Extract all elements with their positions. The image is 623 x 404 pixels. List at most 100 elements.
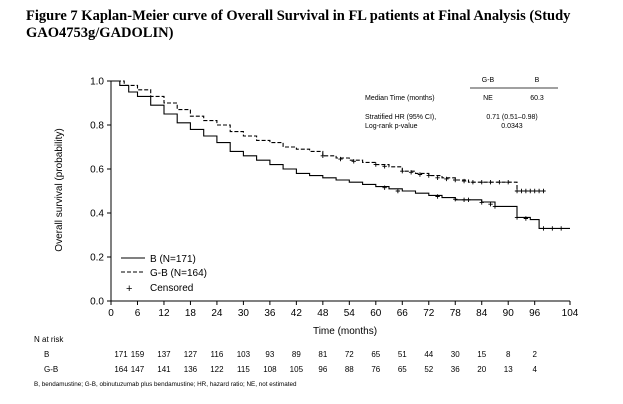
x-tick-label: 30	[238, 308, 250, 319]
y-tick-label: 0.0	[90, 297, 104, 308]
risk-count-gb: 76	[371, 365, 380, 374]
censor-mark-gb	[435, 175, 440, 180]
x-tick-label: 42	[291, 308, 303, 319]
risk-count-gb: 122	[210, 365, 224, 374]
censor-mark-b	[514, 215, 520, 220]
x-tick-label: 66	[397, 308, 409, 319]
x-tick-label: 48	[317, 308, 329, 319]
censor-mark-gb	[338, 156, 343, 162]
censor-mark-gb	[444, 176, 449, 182]
y-axis-label: Overall survival (probability)	[54, 128, 65, 251]
risk-count-b: 65	[371, 350, 380, 359]
stats-row-hr-value: 0.71 (0.51–0.98)	[486, 114, 537, 121]
risk-count-gb: 115	[237, 365, 250, 374]
series-line-b	[111, 80, 570, 229]
censor-mark-b	[541, 226, 546, 231]
legend-censor-symbol: +	[126, 283, 132, 295]
censor-mark-gb	[408, 170, 414, 175]
risk-count-gb: 108	[263, 365, 277, 374]
figure-title-line2: GAO4753g/GADOLIN)	[26, 25, 174, 41]
stats-col-header-gb: G-B	[482, 77, 495, 84]
stats-row-median-b: 60.3	[530, 95, 544, 102]
risk-count-gb: 96	[318, 365, 327, 374]
censor-mark-gb	[519, 188, 524, 194]
risk-count-b: 30	[451, 350, 460, 359]
legend-label-gb: G-B (N=164)	[150, 268, 207, 279]
risk-count-b: 103	[237, 350, 251, 359]
censor-mark-b	[461, 197, 467, 202]
risk-count-gb: 4	[532, 365, 537, 374]
censor-mark-b	[550, 226, 555, 231]
x-tick-label: 18	[185, 308, 197, 319]
stats-row-pvalue-value: 0.0343	[501, 123, 523, 130]
risk-count-gb: 36	[451, 365, 460, 374]
x-tick-label: 96	[529, 308, 541, 319]
risk-count-b: 137	[157, 350, 171, 359]
risk-row-label-gb: G-B	[44, 365, 58, 374]
risk-count-gb: 105	[290, 365, 304, 374]
risk-count-b: 8	[506, 350, 511, 359]
chart-censor-marks	[320, 153, 564, 231]
censor-mark-gb	[541, 188, 546, 194]
risk-count-gb: 147	[131, 365, 145, 374]
stats-table: G-B B Median Time (months) NE 60.3 Strat…	[365, 77, 558, 130]
censor-mark-b	[492, 204, 498, 209]
x-tick-label: 104	[562, 308, 579, 319]
x-tick-label: 60	[370, 308, 382, 319]
risk-count-b: 171	[114, 350, 128, 359]
x-axis-label: Time (months)	[313, 326, 377, 337]
risk-table: N at risk B G-B 171 159 137 127 116 103 93 89 81…	[34, 335, 537, 374]
censor-mark-gb	[488, 180, 493, 185]
risk-count-b: 2	[532, 350, 537, 359]
censor-mark-b	[488, 202, 493, 207]
stats-row-median-label: Median Time (months)	[365, 95, 435, 102]
x-tick-label: 12	[158, 308, 170, 319]
y-tick-label: 0.6	[90, 165, 104, 176]
censor-mark-gb	[453, 177, 458, 183]
footnote: B, bendamustine; G-B, obinutuzumab plus …	[34, 381, 297, 388]
censor-mark-gb	[470, 180, 476, 185]
censor-mark-gb	[528, 188, 533, 194]
censor-mark-gb	[514, 188, 520, 194]
risk-count-b: 15	[477, 350, 486, 359]
x-tick-label: 90	[503, 308, 515, 319]
risk-count-b: 44	[424, 350, 433, 359]
legend-label-censored: Censored	[150, 283, 193, 294]
censor-mark-gb	[417, 172, 423, 177]
censor-mark-gb	[351, 159, 356, 164]
x-tick-label: 78	[450, 308, 462, 319]
legend-label-b: B (N=171)	[150, 254, 196, 265]
x-tick-label: 0	[108, 308, 114, 319]
x-tick-label: 6	[135, 308, 141, 319]
censor-mark-gb	[479, 180, 484, 185]
censor-mark-gb	[382, 164, 387, 169]
risk-count-gb: 88	[345, 365, 354, 374]
risk-count-b: 72	[345, 350, 354, 359]
chart-axes: 0.0 0.2 0.4 0.6 0.8 1.0 0 6 12 18 24 30 36 42 48 54 60 66…	[90, 77, 579, 320]
censor-mark-gb	[426, 173, 431, 178]
risk-count-b: 51	[398, 350, 407, 359]
risk-count-gb: 52	[424, 365, 433, 374]
censor-mark-b	[453, 196, 458, 202]
series-line-gb	[111, 80, 544, 192]
y-tick-label: 0.2	[90, 253, 104, 264]
risk-count-gb: 136	[184, 365, 198, 374]
censor-mark-b	[435, 194, 440, 199]
risk-count-gb: 141	[157, 365, 171, 374]
censor-mark-b	[395, 188, 401, 194]
stats-row-median-gb: NE	[483, 95, 493, 102]
chart-legend: B (N=171) G-B (N=164) + Censored	[121, 254, 207, 295]
figure-title: Figure 7 Kaplan-Meier curve of Overall S…	[26, 8, 606, 42]
risk-count-b: 159	[131, 350, 145, 359]
risk-count-b: 93	[265, 350, 274, 359]
y-tick-label: 0.8	[90, 121, 104, 132]
x-tick-label: 36	[264, 308, 276, 319]
censor-mark-gb	[461, 178, 467, 184]
censor-mark-b	[466, 197, 471, 202]
stats-row-hr-label: Stratified HR (95% CI),	[365, 114, 436, 121]
censor-mark-gb	[536, 188, 542, 194]
censor-mark-gb	[523, 188, 529, 194]
risk-count-b: 116	[211, 350, 224, 359]
censor-mark-gb	[320, 153, 326, 158]
stats-col-header-b: B	[535, 77, 540, 84]
